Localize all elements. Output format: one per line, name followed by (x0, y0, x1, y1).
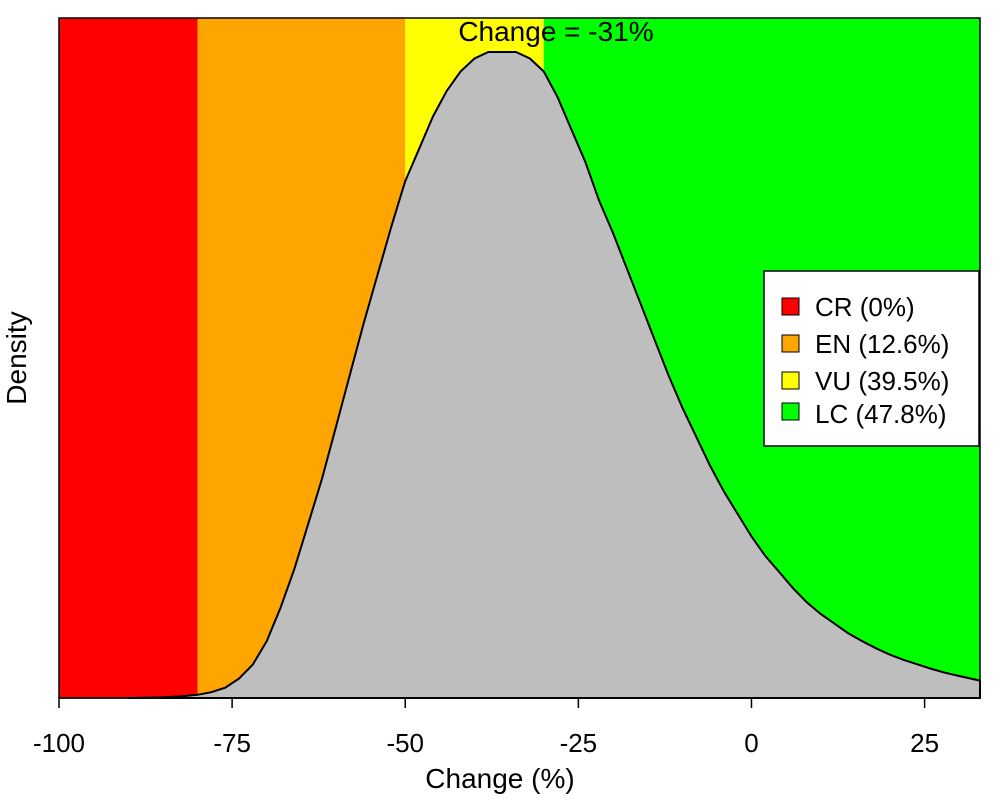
x-tick-label: -25 (560, 728, 598, 758)
x-tick-label: 25 (910, 728, 939, 758)
x-tick-label: -50 (386, 728, 424, 758)
x-tick-label: -75 (213, 728, 251, 758)
band-cr (59, 18, 198, 698)
x-tick-label: -100 (33, 728, 85, 758)
legend-label-cr: CR (0%) (815, 292, 915, 322)
x-axis-label: Change (%) (425, 763, 574, 794)
density-area (128, 51, 981, 699)
legend-swatch-lc (781, 402, 800, 421)
y-axis-label: Density (1, 311, 32, 404)
legend-label-vu: VU (39.5%) (815, 366, 949, 396)
legend-label-en: EN (12.6%) (815, 329, 949, 359)
legend-swatch-cr (781, 297, 800, 316)
legend: CR (0%) EN (12.6%) VU (39.5%) LC (47.8%) (763, 270, 980, 447)
x-axis-ticks: -100 -75 -50 -25 0 25 (33, 698, 939, 758)
chart-title: Change = -31% (458, 16, 653, 47)
legend-box (763, 270, 980, 447)
x-tick-label: 0 (744, 728, 758, 758)
legend-swatch-vu (781, 371, 800, 390)
legend-label-lc: LC (47.8%) (815, 399, 947, 429)
legend-swatch-en (781, 334, 800, 353)
